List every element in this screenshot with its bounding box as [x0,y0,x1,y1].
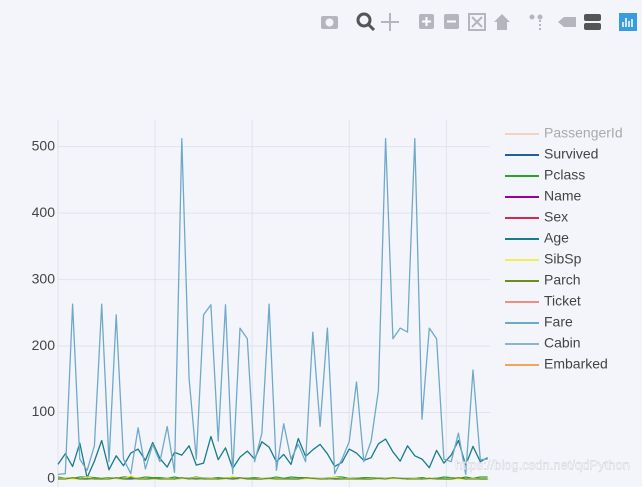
y-tick-label: 500 [32,137,56,153]
legend-label: PassengerId [544,125,623,141]
autoscale-button[interactable] [468,13,486,31]
hover-closest-button[interactable] [558,17,576,27]
series-line [57,435,488,479]
legend-item[interactable]: Pclass [505,167,585,183]
zoom-out-button[interactable] [444,14,459,29]
legend-item[interactable]: Name [505,188,582,204]
legend-label: Embarked [544,356,608,372]
legend-item[interactable]: Fare [505,314,573,330]
zoom-button[interactable] [356,12,376,32]
legend-label: Cabin [544,335,581,351]
series-line [57,137,488,476]
modebar [321,12,637,32]
legend-label: Pclass [544,167,585,183]
camera-button[interactable] [321,16,338,29]
y-tick-label: 100 [32,403,56,419]
reset-button[interactable] [494,14,510,30]
watermark: https://blog.csdn.net/qdPython [455,457,630,472]
zoom-in-button[interactable] [419,14,434,29]
legend-label: Name [544,188,582,204]
legend-label: Sex [544,209,568,225]
y-tick-label: 0 [47,470,55,486]
y-tick-label: 200 [32,337,56,353]
pan-button[interactable] [381,13,399,31]
plot-area: 0 100 200 300 400 500 [32,120,490,487]
legend-label: Fare [544,314,573,330]
y-tick-label: 300 [32,270,56,286]
legend-item[interactable]: PassengerId [505,125,623,141]
legend-label: Ticket [544,293,581,309]
legend-item[interactable]: Sex [505,209,568,225]
legend-item[interactable]: Embarked [505,356,608,372]
legend-label: SibSp [544,251,582,267]
y-tick-label: 400 [32,204,56,220]
legend-item[interactable]: Cabin [505,335,581,351]
legend-label: Age [544,230,569,246]
plotly-logo[interactable] [619,13,637,31]
legend-item[interactable]: Parch [505,272,581,288]
legend-label: Survived [544,146,598,162]
legend-item[interactable]: SibSp [505,251,582,267]
legend-item[interactable]: Ticket [505,293,581,309]
legend-label: Parch [544,272,581,288]
hover-compare-button[interactable] [584,14,601,30]
legend-item[interactable]: Survived [505,146,598,162]
series-line [58,477,488,480]
spike-button[interactable] [529,14,543,31]
legend-item[interactable]: Age [505,230,569,246]
